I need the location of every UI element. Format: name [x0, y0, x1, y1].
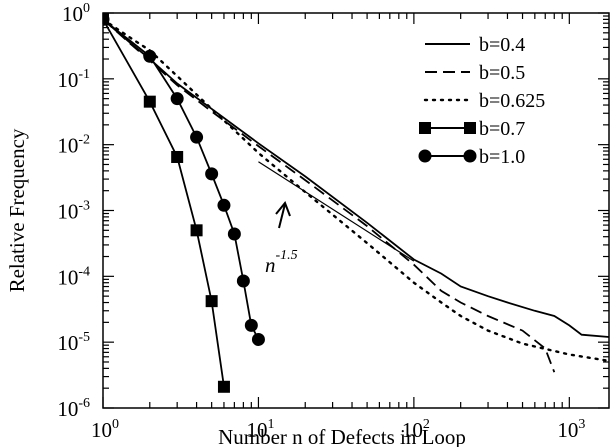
x-axis-label: Number n of Defects in Loop [218, 425, 466, 447]
y-tick-label: 10-2 [57, 133, 90, 158]
annotation-arrow-shaft [278, 203, 286, 229]
reference-line [258, 161, 415, 262]
data-point-square [171, 150, 184, 163]
x-tick-label: 103 [557, 417, 585, 442]
series-line [103, 18, 260, 340]
legend-label: b=0.7 [479, 118, 525, 140]
reference-slope [258, 161, 415, 262]
series-line [103, 18, 556, 373]
data-point-square [143, 95, 156, 108]
series-b=0.5 [103, 18, 556, 373]
y-tick-label: 100 [62, 1, 90, 26]
legend-label: b=0.4 [479, 34, 525, 56]
data-point-circle [143, 49, 157, 63]
legend-label: b=1.0 [479, 146, 525, 168]
legend-item-b=1.0: b=1.0 [418, 146, 525, 168]
data-point-circle [251, 332, 265, 346]
legend: b=0.4 b=0.5 b=0.625 b=0.7 b=1.0 [418, 34, 545, 168]
slope-annotation: n-1.5 [265, 201, 298, 277]
y-tick-label: 10-3 [57, 199, 90, 224]
legend-item-b=0.7: b=0.7 [419, 118, 525, 140]
legend-label: b=0.625 [479, 90, 545, 112]
x-tick-label: 102 [402, 417, 430, 442]
y-tick-labels: 100 10-1 10-2 10-3 10-4 10-5 10-6 [57, 1, 90, 421]
annotation-arrow-head [275, 201, 291, 217]
legend-marker-square [464, 122, 476, 134]
legend-item-b=0.625: b=0.625 [423, 90, 545, 112]
x-tick-label: 100 [91, 417, 119, 442]
data-point-circle [217, 198, 231, 212]
data-series [103, 13, 609, 393]
legend-marker-circle [418, 149, 432, 163]
annotation-label: n-1.5 [265, 248, 298, 277]
series-b=1.0 [103, 13, 265, 346]
data-point-circle [170, 92, 184, 106]
data-point-circle [236, 274, 250, 288]
x-tick-label: 101 [246, 417, 274, 442]
legend-marker-circle [463, 149, 477, 163]
data-point-circle [227, 227, 241, 241]
series-b=0.4 [103, 18, 609, 338]
y-tick-label: 10-5 [57, 330, 90, 355]
series-line [103, 18, 225, 387]
data-point-circle [103, 13, 110, 26]
series-line [103, 18, 609, 363]
data-point-square [205, 295, 218, 308]
data-point-circle [244, 318, 258, 332]
data-point-circle [205, 167, 219, 181]
y-axis-label: Relative Frequency [5, 128, 29, 292]
y-tick-label: 10-4 [57, 264, 90, 289]
series-line [103, 18, 609, 338]
data-point-circle [190, 130, 204, 144]
y-tick-label: 10-6 [57, 396, 90, 421]
legend-label: b=0.5 [479, 62, 525, 84]
series-b=0.625 [103, 18, 609, 363]
y-tick-label: 10-1 [57, 67, 90, 92]
legend-item-b=0.5: b=0.5 [425, 62, 525, 84]
legend-marker-square [419, 122, 431, 134]
x-tick-labels: 100 101 102 103 [91, 417, 585, 442]
plot-frame [102, 12, 610, 409]
legend-item-b=0.4: b=0.4 [425, 34, 525, 56]
data-point-square [190, 224, 203, 237]
data-point-square [217, 380, 230, 393]
